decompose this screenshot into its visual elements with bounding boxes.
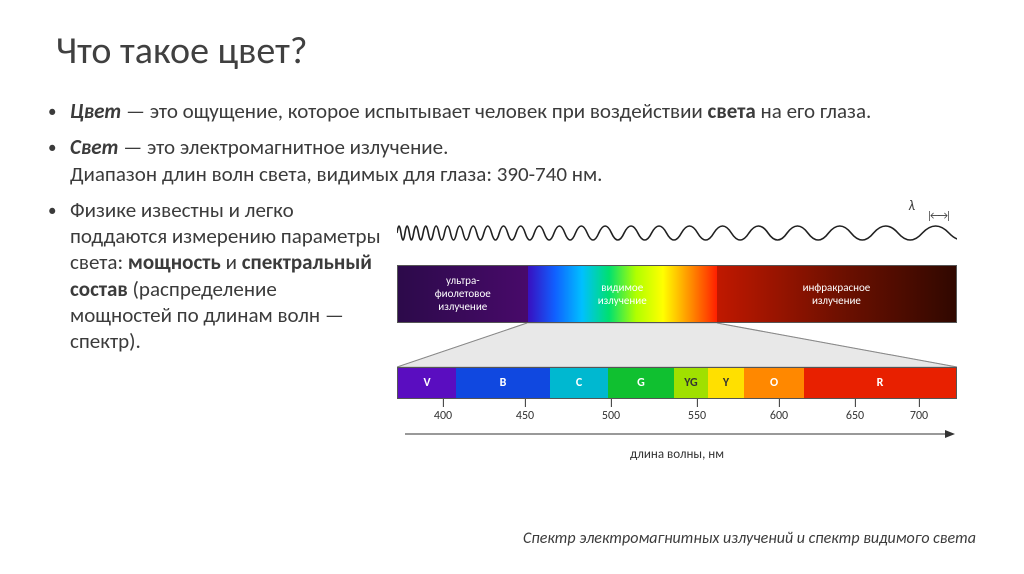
tick-550: 550: [688, 409, 706, 423]
band-v: V: [398, 368, 456, 398]
bullet-1: • Цвет — это ощущение, которое испытывае…: [48, 98, 976, 124]
visible-segment: видимое излучение: [528, 266, 717, 322]
axis-arrow: [397, 427, 957, 441]
bullet-mark: •: [48, 197, 70, 355]
uv-segment: ультра- фиолетовое излучение: [398, 266, 528, 322]
wave-svg: [397, 203, 957, 263]
band-r: R: [804, 368, 956, 398]
diagram-column: λ |←→| ультра- фиолетовое излучение види…: [393, 197, 976, 462]
content-row: • Физике известны и легко поддаются изме…: [48, 197, 976, 462]
axis-label: длина волны, нм: [397, 447, 957, 462]
page-title: Что такое цвет?: [56, 28, 976, 74]
tick-600: 600: [770, 409, 788, 423]
projection-trapezoid: [397, 323, 957, 367]
bullets-top: • Цвет — это ощущение, которое испытывае…: [48, 98, 976, 187]
tick-400: 400: [434, 409, 452, 423]
term-color: Цвет: [70, 98, 121, 124]
tick-450: 450: [516, 409, 534, 423]
em-spectrum-bar: ультра- фиолетовое излучение видимое изл…: [397, 265, 957, 323]
visible-spectrum-detail: VBCGYGYOR 400 450 500 550 600 650 700 длина во…: [397, 367, 957, 462]
tick-500: 500: [602, 409, 620, 423]
band-b: B: [456, 368, 550, 398]
bullet-mark: •: [48, 98, 70, 124]
wavelength-ticks: 400 450 500 550 600 650 700: [397, 399, 957, 427]
bullet-2: • Свет — это электромагнитное излучение.…: [48, 134, 976, 187]
band-y: Y: [708, 368, 744, 398]
lambda-arrows: |←→|: [927, 209, 949, 222]
wave-diagram: λ |←→|: [397, 203, 957, 263]
bullet-3: • Физике известны и легко поддаются изме…: [48, 197, 383, 355]
tick-700: 700: [910, 409, 928, 423]
band-c: C: [550, 368, 608, 398]
band-o: O: [744, 368, 804, 398]
lambda-symbol: λ: [909, 197, 915, 214]
figure-caption: Спектр электромагнитных излучений и спек…: [416, 529, 976, 548]
term-light: Свет: [70, 134, 118, 160]
band-yg: YG: [674, 368, 708, 398]
band-g: G: [608, 368, 674, 398]
bullet-mark: •: [48, 134, 70, 187]
text-column: • Физике известны и легко поддаются изме…: [48, 197, 383, 462]
ir-segment: инфракрасное излучение: [717, 266, 956, 322]
visible-bands-bar: VBCGYGYOR: [397, 367, 957, 399]
tick-650: 650: [846, 409, 864, 423]
